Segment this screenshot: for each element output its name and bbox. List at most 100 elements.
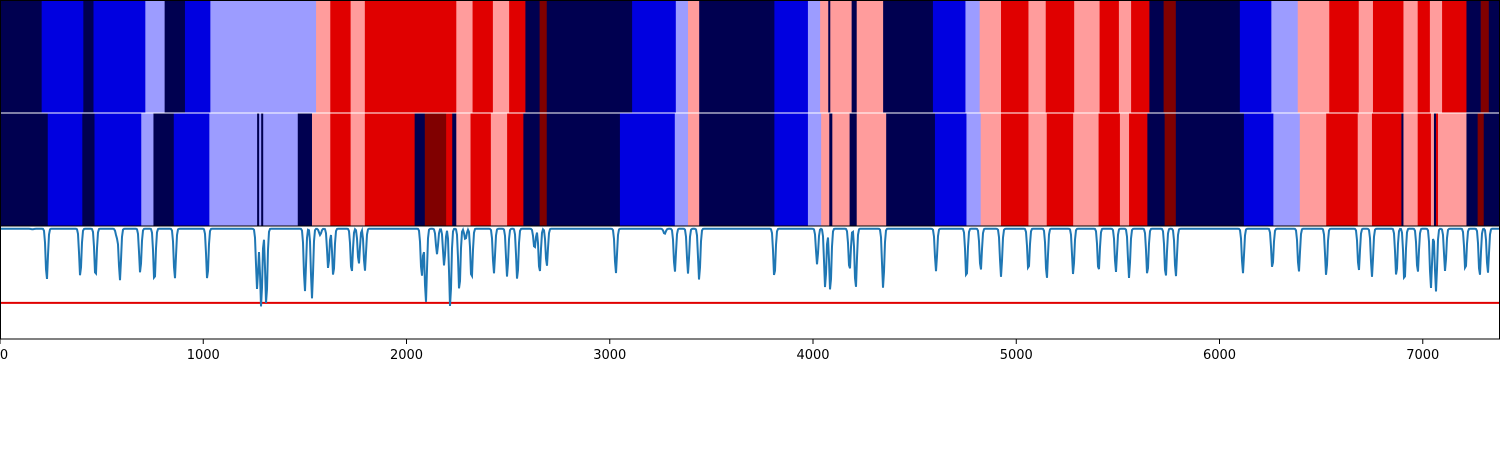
x-tick-label: 5000 xyxy=(1000,348,1033,363)
bottom-strip-segment xyxy=(507,113,524,226)
top-strip-segment xyxy=(1403,0,1419,113)
bottom-strip-segment xyxy=(1417,113,1432,226)
bottom-strip-segment xyxy=(1243,113,1274,226)
bottom-strip-segment xyxy=(934,113,967,226)
top-strip-segment xyxy=(1372,0,1404,113)
bottom-strip-segment xyxy=(688,113,700,226)
top-strip-segment xyxy=(965,0,981,113)
bottom-strip-segment xyxy=(350,113,366,226)
bottom-strip-segment xyxy=(1175,113,1245,226)
x-tick-label: 0 xyxy=(0,348,8,363)
top-strip-segment xyxy=(1163,0,1177,113)
bottom-strip-segment xyxy=(1438,113,1467,226)
signal-line xyxy=(0,226,1500,307)
bottom-strip-segment xyxy=(209,113,258,226)
bottom-strip-segment xyxy=(261,113,264,226)
top-strip-segment xyxy=(316,0,331,113)
top-strip-segment xyxy=(1001,0,1029,113)
bottom-strip-segment xyxy=(539,113,548,226)
bottom-strip-segment xyxy=(1435,113,1439,226)
bottom-strip-segment xyxy=(1401,113,1404,226)
top-strip-segment xyxy=(472,0,494,113)
top-strip-segment xyxy=(1297,0,1330,113)
bottom-strip-segment xyxy=(774,113,809,226)
top-strip-segment xyxy=(539,0,548,113)
bottom-strip-segment xyxy=(1098,113,1121,226)
top-strip-segment xyxy=(1329,0,1360,113)
bottom-strip-segment xyxy=(446,113,453,226)
top-strip-segment xyxy=(1175,0,1241,113)
bottom-strip-segment xyxy=(1466,113,1479,226)
bottom-strip-segment xyxy=(364,113,416,226)
bottom-strip-segment xyxy=(173,113,210,226)
top-strip-segment xyxy=(184,0,211,113)
bottom-strip-segment xyxy=(980,113,1002,226)
top-strip-segment xyxy=(774,0,809,113)
bottom-strip-segment xyxy=(1430,113,1435,226)
top-strip-segment xyxy=(1480,0,1490,113)
top-strip-segment xyxy=(1045,0,1075,113)
bottom-strip-segment xyxy=(263,113,299,226)
x-tick-label: 4000 xyxy=(796,348,829,363)
bottom-strip-segment xyxy=(94,113,142,226)
bottom-strip-segment xyxy=(452,113,457,226)
bottom-strip-segment xyxy=(1477,113,1485,226)
top-strip-segment xyxy=(820,0,829,113)
top-strip-segment xyxy=(0,0,43,113)
bottom-strip-segment xyxy=(1164,113,1177,226)
bottom-strip-segment xyxy=(414,113,426,226)
bottom-strip-segment xyxy=(470,113,492,226)
bottom-strip-segment xyxy=(821,113,830,226)
top-strip-segment xyxy=(1149,0,1165,113)
bottom-strip-segment xyxy=(1273,113,1301,226)
bottom-strip-segment xyxy=(546,113,621,226)
bottom-strip-segment xyxy=(330,113,352,226)
top-strip-segment xyxy=(883,0,934,113)
bottom-strip-segment xyxy=(1001,113,1029,226)
x-axis: 0 1000 2000 3000 4000 5000 6000 7000 xyxy=(0,339,1439,363)
bottom-strip-segment xyxy=(1403,113,1419,226)
top-strip-segment xyxy=(492,0,510,113)
bottom-strip-segment xyxy=(141,113,154,226)
top-strip-segment xyxy=(509,0,526,113)
x-tick-label: 2000 xyxy=(390,348,423,363)
top-strip-segment xyxy=(979,0,1002,113)
bottom-strip-segment xyxy=(699,113,775,226)
top-strip-segment xyxy=(1442,0,1467,113)
bottom-strip-segment xyxy=(619,113,676,226)
top-strip-segment xyxy=(1488,0,1500,113)
bottom-strip-segment xyxy=(1433,113,1437,226)
top-strip-segment xyxy=(1239,0,1272,113)
top-strip-segment xyxy=(456,0,473,113)
bottom-strip-segment xyxy=(886,113,936,226)
top-strip-segment xyxy=(1417,0,1431,113)
top-strip-segment xyxy=(364,0,457,113)
bottom-strip-segment xyxy=(424,113,447,226)
bottom-strip-segment xyxy=(1028,113,1048,226)
bottom-strip-segment xyxy=(1299,113,1327,226)
bottom-strip-segment xyxy=(1357,113,1373,226)
x-tick-label: 7000 xyxy=(1406,348,1439,363)
bottom-strip-segment xyxy=(311,113,331,226)
bottom-strip-segment xyxy=(674,113,689,226)
signal-panel xyxy=(0,225,1500,307)
top-strip-segment xyxy=(210,0,317,113)
bottom-strip-segment xyxy=(257,113,260,226)
top-strip-segment xyxy=(145,0,166,113)
top-strip-segment xyxy=(546,0,633,113)
top-strip-segment xyxy=(1271,0,1299,113)
top-strip-segment xyxy=(93,0,146,113)
top-strip-segment xyxy=(1429,0,1443,113)
top-strip-segment xyxy=(830,0,853,113)
bottom-strip-segment xyxy=(490,113,508,226)
top-strip-segment xyxy=(632,0,677,113)
bottom-strip-segment xyxy=(856,113,887,226)
top-strip-segment xyxy=(525,0,541,113)
top-strip-segment xyxy=(41,0,84,113)
top-strip-segment xyxy=(675,0,689,113)
top-strip-segment xyxy=(330,0,352,113)
top-strip-segment xyxy=(828,0,831,113)
top-strip-segment xyxy=(699,0,775,113)
state-strip-bottom xyxy=(0,113,1500,226)
